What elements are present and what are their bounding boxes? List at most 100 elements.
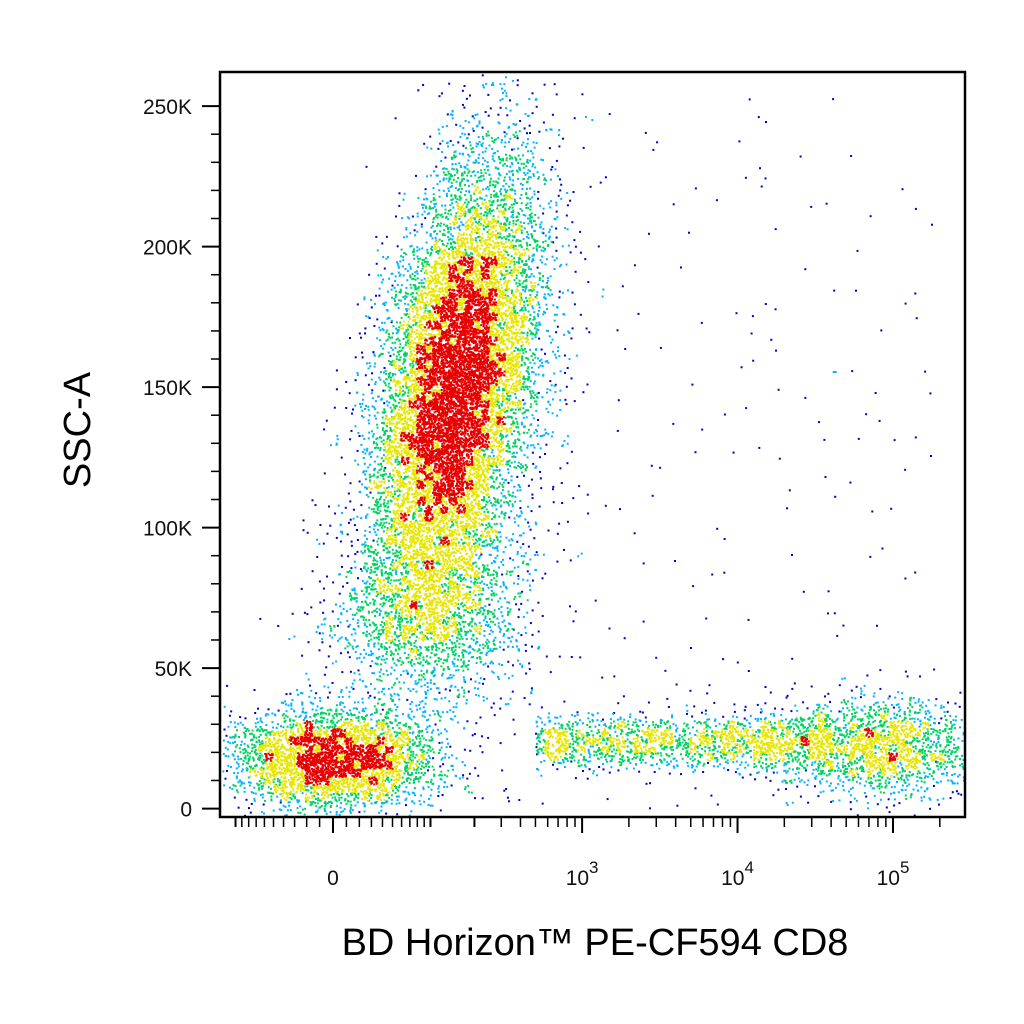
event-dot	[365, 493, 368, 496]
event-dot	[533, 315, 536, 318]
event-dot	[559, 399, 562, 401]
event-dot	[512, 179, 515, 182]
event-dot	[422, 711, 425, 714]
event-dot	[500, 492, 503, 495]
event-dot	[363, 448, 366, 451]
event-dot	[454, 196, 457, 199]
event-dot	[558, 145, 561, 148]
event-dot	[668, 772, 671, 775]
event-dot	[393, 407, 396, 410]
event-dot	[261, 793, 264, 796]
event-dot	[508, 459, 511, 462]
event-dot	[415, 744, 418, 747]
event-dot	[407, 687, 410, 690]
event-dot	[502, 648, 505, 651]
event-dot	[937, 737, 940, 740]
event-dot	[550, 435, 553, 438]
event-dot	[716, 765, 719, 768]
event-dot	[410, 759, 413, 762]
event-dot	[480, 553, 483, 556]
event-dot	[691, 383, 694, 386]
event-dot	[444, 728, 447, 731]
event-dot	[317, 799, 320, 802]
event-dot	[485, 508, 488, 511]
event-dot	[377, 492, 380, 495]
event-dot	[855, 685, 858, 688]
event-dot	[464, 212, 467, 215]
event-dot	[491, 147, 494, 150]
event-dot	[492, 84, 495, 87]
event-dot	[363, 648, 366, 651]
event-dot	[421, 247, 424, 250]
event-dot	[535, 245, 538, 248]
event-dot	[402, 256, 405, 259]
event-dot	[370, 794, 373, 797]
event-dot	[271, 721, 274, 724]
event-dot	[715, 199, 718, 202]
event-dot	[412, 254, 415, 257]
event-dot	[541, 275, 544, 278]
event-dot	[396, 724, 399, 727]
event-dot	[456, 721, 459, 724]
event-dot	[440, 758, 443, 761]
event-dot	[487, 165, 490, 168]
event-dot	[415, 690, 418, 693]
event-dot	[381, 429, 384, 432]
event-dot	[258, 729, 261, 732]
event-dot	[398, 204, 401, 207]
event-dot	[484, 159, 487, 162]
event-dot	[468, 141, 471, 144]
event-dot	[851, 702, 854, 705]
event-dot	[255, 763, 258, 766]
event-dot	[544, 297, 547, 300]
event-dot	[387, 725, 390, 728]
event-dot	[493, 195, 496, 198]
event-dot	[496, 547, 499, 550]
event-dot	[489, 648, 492, 651]
event-dot	[395, 570, 398, 573]
event-dot	[554, 383, 557, 386]
event-dot	[256, 752, 259, 755]
event-dot	[523, 127, 526, 130]
event-dot	[557, 134, 560, 137]
event-dot	[469, 646, 472, 649]
event-dot	[535, 348, 537, 351]
event-dot	[917, 700, 920, 703]
event-dot	[244, 748, 247, 751]
event-dot	[369, 792, 372, 795]
event-dot	[346, 619, 349, 622]
event-dot	[432, 757, 435, 760]
event-dot	[527, 237, 530, 239]
event-dot	[545, 303, 548, 306]
event-dot	[391, 348, 394, 351]
event-dot	[602, 718, 604, 721]
event-dot	[506, 796, 509, 799]
event-dot	[349, 670, 352, 673]
event-dot	[317, 793, 319, 796]
event-dot	[334, 798, 337, 801]
event-dot	[398, 353, 400, 356]
event-dot	[425, 780, 428, 783]
event-dot	[804, 396, 807, 399]
event-dot	[339, 621, 342, 624]
event-dot	[376, 455, 379, 458]
event-dot	[516, 215, 519, 218]
event-dot	[382, 673, 385, 676]
event-dot	[555, 356, 557, 359]
event-dot	[336, 438, 339, 441]
event-dot	[324, 617, 327, 620]
event-dot	[245, 798, 248, 801]
event-dot	[377, 735, 379, 738]
event-dot	[537, 197, 539, 200]
event-dot	[379, 556, 382, 559]
event-dot	[482, 86, 485, 89]
event-dot	[464, 532, 467, 535]
event-dot	[610, 760, 613, 762]
event-dot	[587, 717, 590, 720]
event-dot	[420, 509, 423, 512]
event-dot	[505, 107, 508, 110]
event-dot	[361, 600, 363, 603]
event-dot	[409, 245, 412, 248]
event-dot	[411, 743, 414, 746]
event-dot	[474, 159, 477, 162]
